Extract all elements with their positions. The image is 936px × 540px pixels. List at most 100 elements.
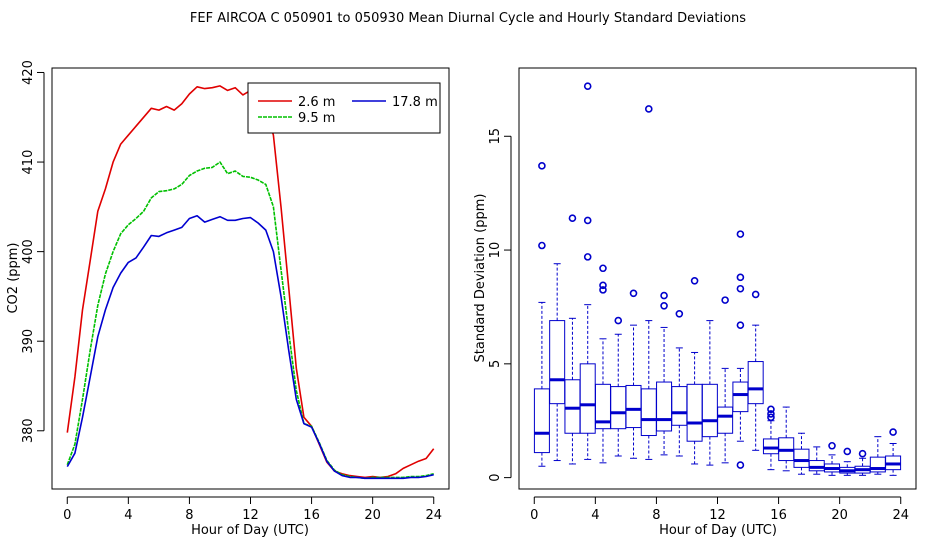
outlier-point	[736, 273, 745, 282]
right-box-chart: 0 4 8 12 16 20 24 0 5 10 15 Hour of Day (UTC) Stan…	[473, 67, 917, 538]
outlier-point	[644, 105, 653, 113]
left-series-lines	[66, 85, 435, 480]
right-plot-frame	[518, 67, 917, 490]
outlier-point	[690, 276, 699, 285]
right-y-tick-label: 15	[488, 128, 503, 145]
right-x-tick-label: 4	[591, 508, 599, 523]
outlier-point	[583, 216, 592, 225]
left-y-axis-label: CO2 (ppm)	[6, 242, 21, 313]
outlier-point	[736, 230, 745, 238]
outlier-point	[538, 162, 546, 170]
box-iqr	[717, 406, 734, 434]
box-iqr	[793, 448, 810, 468]
box-hour-17-5	[793, 432, 810, 475]
right-x-tick-label: 8	[652, 508, 660, 523]
box-hour-11-5	[701, 320, 718, 466]
legend-label: 2.6 m	[298, 95, 335, 110]
box-hour-13-5	[732, 230, 749, 469]
legend-box	[247, 82, 441, 134]
box-hour-7-5	[640, 105, 657, 460]
box-hour-5-5	[610, 316, 627, 457]
right-x-tick-label: 20	[831, 508, 848, 523]
box-iqr	[701, 383, 718, 438]
right-x-axis-label: Hour of Day (UTC)	[659, 523, 777, 538]
box-iqr	[656, 381, 673, 432]
outlier-point	[614, 316, 623, 325]
left-y-tick-label: 390	[21, 329, 36, 354]
box-iqr	[549, 320, 566, 405]
right-y-tick-label: 5	[488, 360, 503, 368]
outlier-point	[736, 284, 745, 293]
outlier-point	[538, 241, 546, 250]
left-x-tick-label: 16	[303, 508, 320, 523]
legend-label: 17.8 m	[392, 95, 438, 110]
outlier-point	[767, 410, 775, 418]
right-boxes	[533, 82, 902, 476]
box-iqr	[671, 386, 688, 426]
box-iqr	[808, 460, 825, 472]
box-iqr	[533, 388, 550, 454]
box-hour-15-5	[762, 405, 779, 471]
outlier-point	[721, 296, 729, 304]
box-hour-2-5	[564, 214, 581, 465]
left-x-tick-label: 24	[425, 508, 442, 523]
box-hour-10-5	[686, 276, 703, 465]
box-hour-14-5	[747, 290, 764, 451]
outlier-point	[629, 289, 638, 298]
right-x-tick-label: 12	[709, 508, 726, 523]
outlier-point	[660, 302, 668, 310]
left-x-tick-label: 8	[185, 508, 193, 523]
box-hour-3-5	[579, 82, 596, 460]
figure-title: FEF AIRCOA C 050901 to 050930 Mean Diurn…	[190, 11, 746, 26]
outlier-point	[767, 405, 775, 414]
outlier-point	[767, 413, 775, 422]
legend-label: 9.5 m	[298, 111, 335, 126]
outlier-point	[736, 321, 745, 329]
box-hour-22-5	[869, 436, 886, 475]
right-x-tick-label: 24	[892, 508, 909, 523]
box-hour-20-5	[839, 447, 856, 476]
series-line-2-6m	[66, 85, 435, 479]
right-y-tick-label: 0	[488, 473, 503, 481]
right-x-tick-label: 0	[530, 508, 538, 523]
left-axes: 0 4 8 12 16 20 24 380 390 400 410 420	[21, 60, 442, 523]
box-iqr	[579, 363, 596, 434]
left-x-tick-label: 4	[124, 508, 132, 523]
outlier-point	[583, 82, 592, 91]
box-iqr	[640, 388, 657, 437]
box-hour-21-5	[854, 449, 871, 476]
series-line-9-5m	[66, 161, 434, 480]
box-iqr	[762, 438, 779, 455]
box-iqr	[564, 379, 581, 434]
left-y-tick-label: 410	[21, 150, 36, 175]
outlier-point	[675, 309, 684, 318]
outlier-point	[889, 428, 897, 436]
box-hour-12-5	[717, 296, 734, 464]
outlier-point	[828, 441, 836, 450]
left-x-axis-label: Hour of Day (UTC)	[191, 523, 309, 538]
left-y-tick-label: 380	[21, 418, 36, 443]
box-iqr	[732, 381, 749, 413]
box-hour-6-5	[625, 289, 642, 459]
outlier-point	[599, 286, 607, 294]
outlier-point	[858, 449, 867, 458]
outlier-point	[843, 447, 852, 456]
box-iqr	[747, 361, 764, 405]
left-legend: 2.6 m9.5 m 17.8 m	[247, 82, 441, 134]
outlier-point	[751, 290, 760, 299]
box-hour-0-5	[533, 162, 550, 467]
box-hour-18-5	[808, 446, 825, 475]
box-hour-4-5	[594, 264, 611, 464]
left-y-tick-label: 400	[21, 239, 36, 264]
left-y-tick-label: 420	[21, 60, 36, 85]
box-hour-8-5	[656, 291, 673, 456]
box-iqr	[625, 384, 642, 429]
right-y-tick-label: 10	[488, 242, 503, 259]
box-iqr	[686, 383, 703, 442]
box-hour-16-5	[778, 406, 795, 472]
outlier-point	[583, 253, 592, 261]
outlier-point	[736, 461, 745, 469]
outlier-point	[599, 264, 607, 273]
left-line-chart: 0 4 8 12 16 20 24 380 390 400 410 420 Hour of Day (…	[6, 60, 450, 538]
